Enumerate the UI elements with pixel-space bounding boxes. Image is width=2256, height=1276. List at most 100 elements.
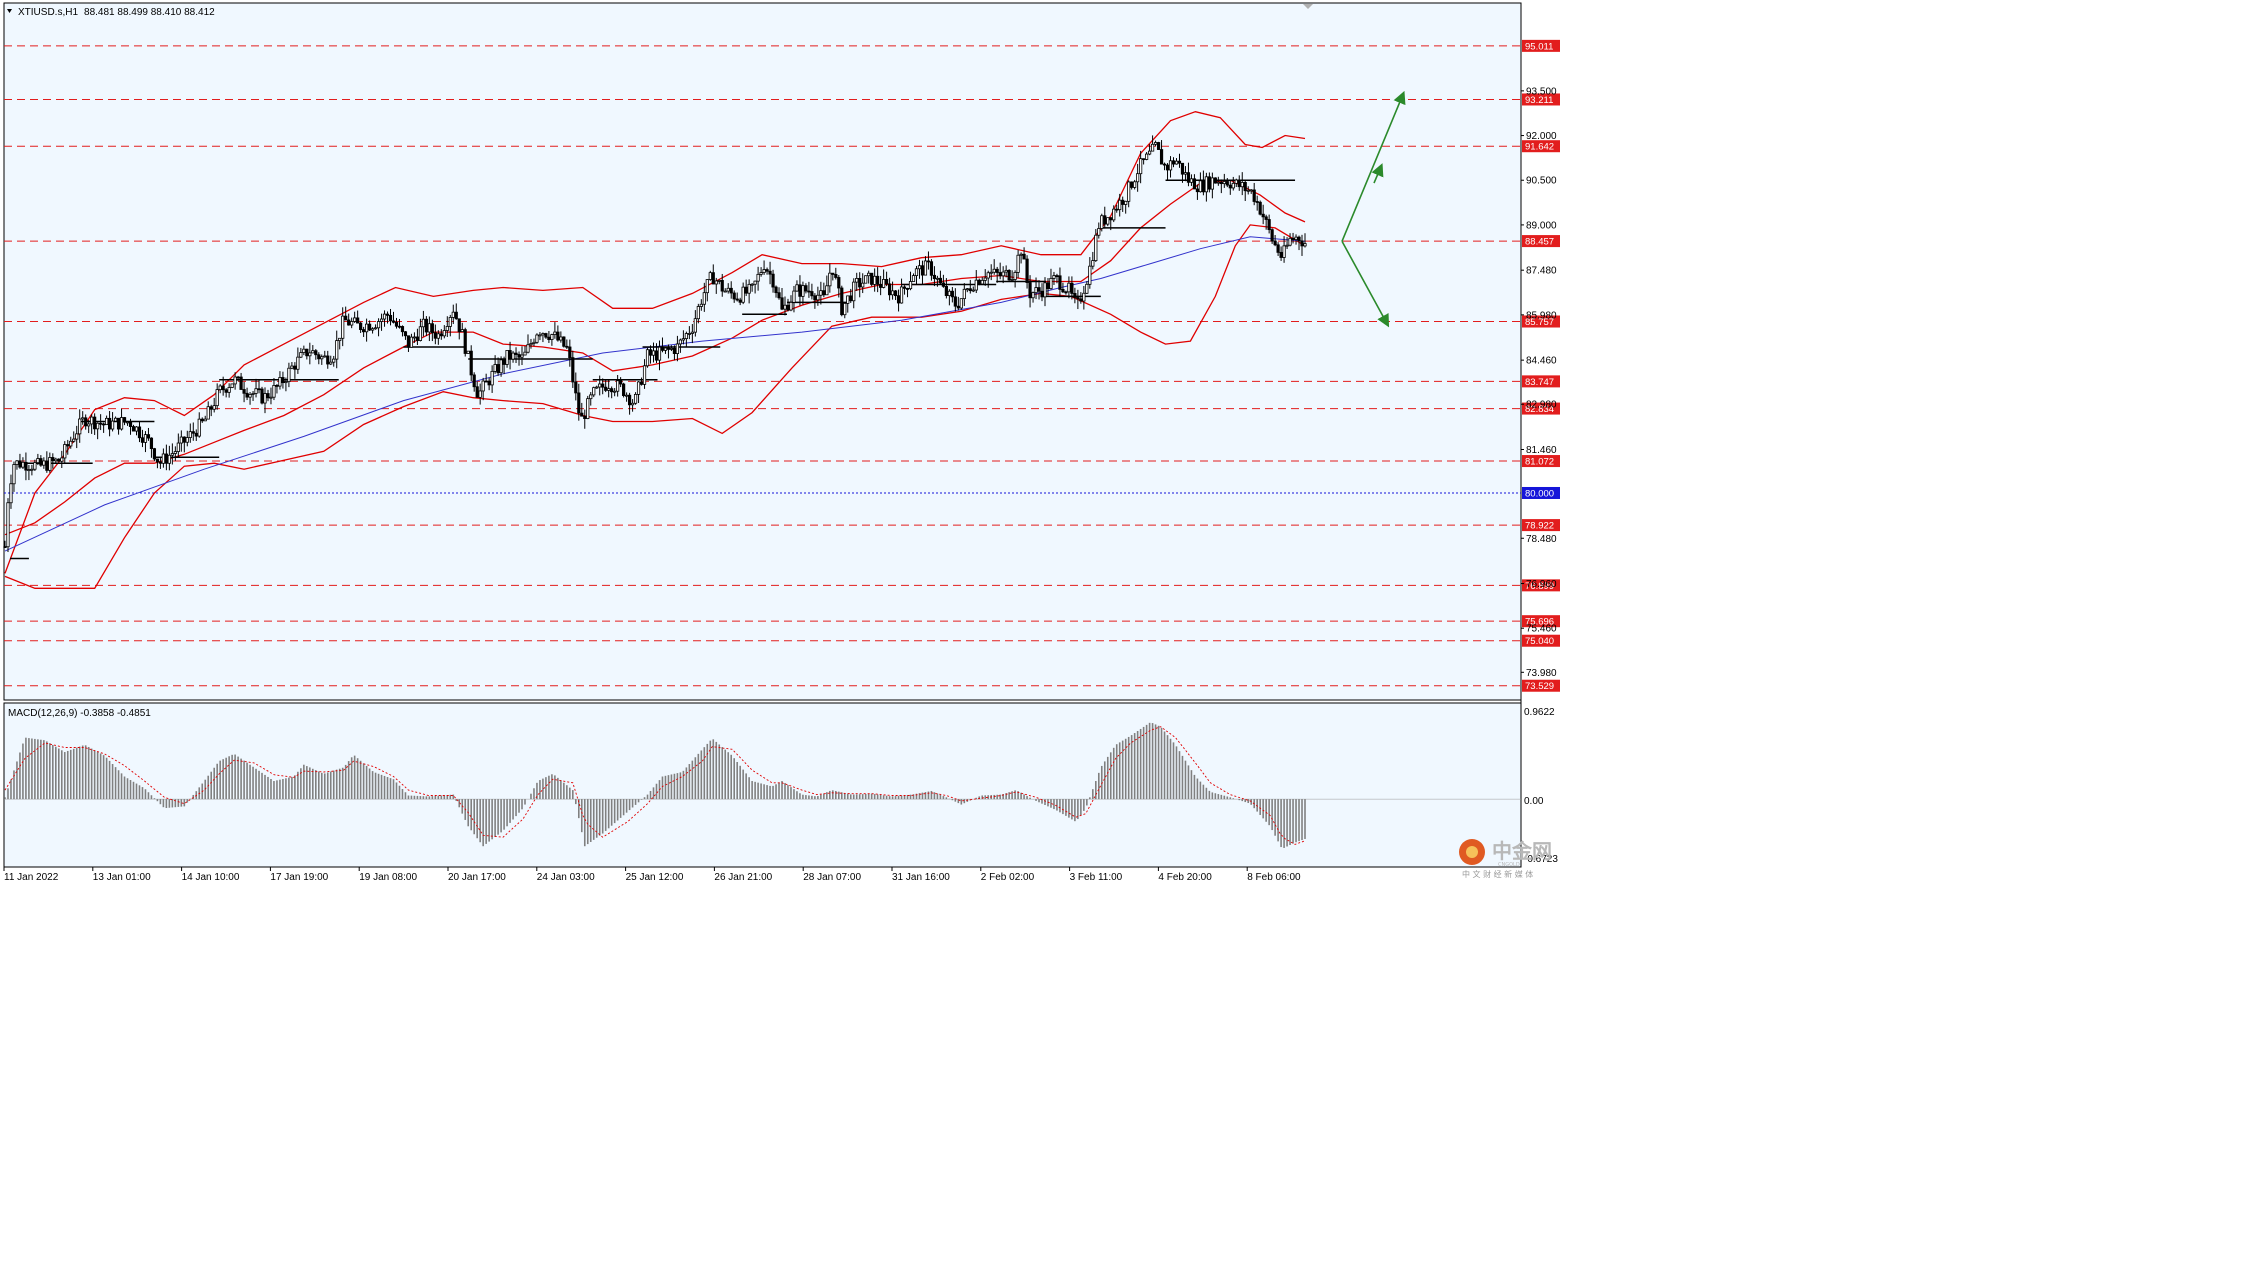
candle (696, 303, 700, 324)
candle (99, 414, 103, 431)
candle (1028, 275, 1032, 308)
candle (451, 304, 455, 325)
candle (1001, 266, 1005, 284)
candle (373, 324, 378, 330)
candle (514, 347, 518, 364)
candle (1025, 255, 1029, 289)
candle (45, 451, 49, 473)
candle (1186, 162, 1191, 187)
candle (81, 411, 85, 425)
candle (926, 251, 931, 270)
candle (774, 285, 778, 298)
candle (1136, 163, 1140, 192)
candle (21, 457, 25, 469)
candle (923, 256, 928, 276)
candle (601, 378, 605, 395)
candle (834, 267, 838, 280)
candle (496, 357, 500, 376)
candle (72, 431, 76, 443)
candle (1264, 214, 1268, 230)
level-label-bg (1522, 402, 1560, 415)
candle (890, 281, 895, 300)
candle (735, 292, 739, 302)
candle (959, 298, 963, 310)
candle (332, 355, 336, 367)
candle (941, 274, 945, 288)
level-label: 82.834 (1525, 404, 1554, 415)
price-chart[interactable]: 95.011 93.211 91.642 88.457 85.757 83.747 82.8… (0, 0, 1568, 887)
candle (917, 259, 922, 279)
candle (388, 308, 393, 326)
candle (469, 345, 473, 382)
level-label-bg (1522, 634, 1560, 647)
candle (505, 350, 509, 368)
candle (828, 263, 832, 293)
price-pane[interactable] (3, 2, 1522, 701)
candle (39, 455, 43, 467)
candle (385, 311, 390, 324)
watermark-sub: 中 文 财 经 新 媒 体 (1462, 869, 1533, 879)
candle (1031, 291, 1035, 303)
candle (571, 350, 575, 388)
watermark-name: 中金网 (1492, 839, 1552, 863)
candle (747, 279, 751, 304)
candle (627, 392, 632, 415)
candle (362, 326, 366, 337)
level-label-bg (1522, 579, 1560, 592)
price-tick-label: 78.480 (1526, 534, 1557, 545)
candle (173, 446, 177, 461)
candle (1049, 268, 1053, 290)
time-tick-label: 26 Jan 21:00 (714, 872, 772, 883)
candle (475, 381, 479, 398)
candle (197, 412, 201, 438)
candle (131, 424, 136, 432)
candle (242, 381, 246, 403)
candle (616, 374, 620, 397)
candle (1147, 144, 1152, 156)
candle (484, 373, 488, 383)
candle (87, 419, 91, 434)
candle (137, 421, 142, 443)
candle (338, 337, 342, 350)
candle (574, 372, 578, 401)
candle (971, 286, 975, 293)
candle (1168, 156, 1173, 178)
candle (376, 318, 381, 337)
candle (1285, 237, 1289, 250)
candle (944, 278, 948, 299)
candle (3, 540, 7, 549)
candle (1037, 280, 1041, 300)
candle (625, 392, 629, 402)
candle (882, 269, 886, 289)
candle (329, 355, 333, 366)
candle (24, 452, 28, 481)
candle (350, 317, 354, 329)
forecast-down-arrow[interactable] (1341, 240, 1390, 328)
candle (980, 277, 984, 285)
candle (179, 430, 183, 452)
candle (1013, 270, 1017, 288)
candle (744, 279, 748, 297)
candle (899, 278, 904, 304)
candle (490, 365, 494, 393)
candle (272, 378, 276, 401)
candle (66, 439, 70, 455)
candle (236, 375, 240, 382)
candle (221, 376, 225, 396)
candle (251, 391, 255, 401)
candle (248, 392, 252, 405)
chart-shift-marker[interactable] (1303, 4, 1313, 9)
price-tick-label: 73.980 (1526, 668, 1557, 679)
candle (281, 371, 285, 389)
candle (134, 426, 139, 436)
time-tick-label: 2 Feb 02:00 (981, 872, 1035, 883)
candle (816, 286, 820, 306)
candle (630, 399, 635, 412)
caret-down-icon[interactable] (7, 9, 12, 13)
candle (908, 271, 913, 291)
candle (182, 436, 186, 453)
candle (619, 377, 623, 388)
level-label: 85.757 (1525, 317, 1554, 328)
candle (879, 275, 883, 296)
candle (30, 464, 34, 476)
